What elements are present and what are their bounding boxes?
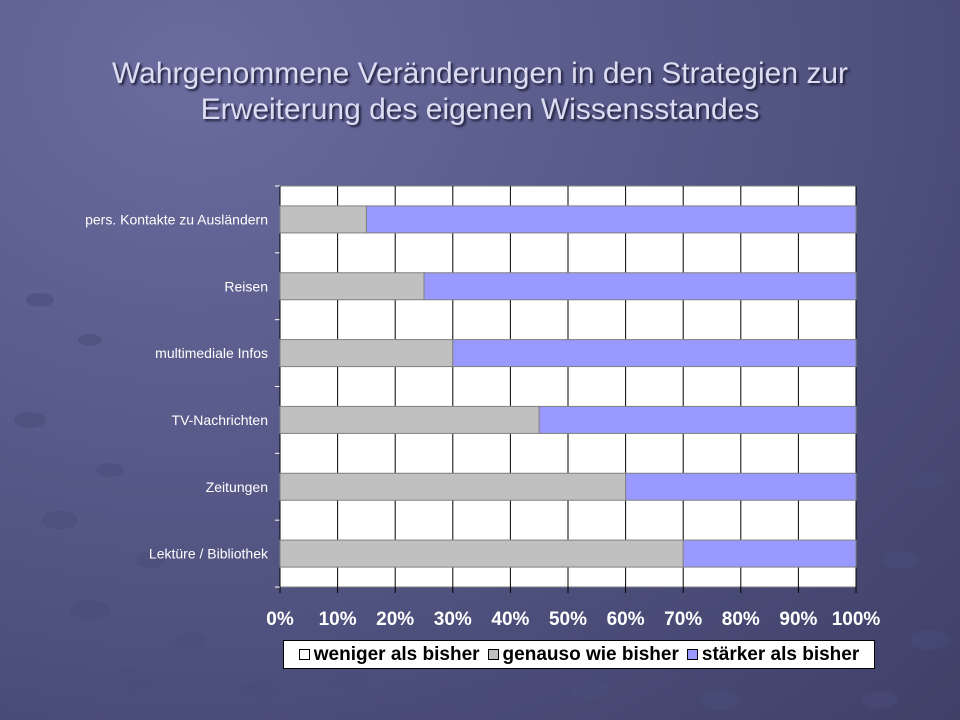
slide-title: Wahrgenommene Veränderungen in den Strat… — [111, 57, 849, 126]
legend-label-staerker: stärker als bisher — [701, 643, 860, 665]
bar-segment — [625, 472, 857, 501]
y-category-label: multimediale Infos — [155, 345, 268, 361]
x-tick-label: 90% — [779, 609, 817, 630]
legend-label-genauso: genauso wie bisher — [502, 643, 679, 665]
bar-segment — [682, 539, 857, 568]
bar-segment — [279, 205, 367, 234]
x-tick-label: 10% — [319, 609, 357, 630]
bar-segment — [365, 205, 857, 234]
legend-label-weniger: weniger als bisher — [313, 643, 480, 665]
x-tick-label: 50% — [549, 609, 587, 630]
y-category-label: pers. Kontakte zu Ausländern — [85, 211, 268, 227]
x-tick-label: 80% — [722, 609, 760, 630]
y-category-label: Reisen — [224, 278, 268, 294]
x-tick-label: 20% — [376, 609, 414, 630]
bar-segment — [423, 272, 857, 301]
x-tick-label: 100% — [832, 609, 881, 630]
y-category-label: TV-Nachrichten — [172, 412, 268, 428]
bar-segment — [452, 339, 857, 368]
x-tick-label: 30% — [434, 609, 472, 630]
bar-segment — [279, 539, 684, 568]
y-category-label: Lektüre / Bibliothek — [149, 546, 269, 562]
legend-swatch-staerker — [686, 649, 698, 660]
bar-segment — [279, 339, 454, 368]
x-tick-label: 40% — [491, 609, 529, 630]
bar-segment — [538, 405, 857, 434]
legend-item-staerker: stärker als bisher — [686, 643, 860, 666]
legend-swatch-genauso — [487, 649, 499, 660]
x-tick-label: 0% — [266, 609, 294, 630]
x-tick-label: 70% — [664, 609, 702, 630]
x-tick-label: 60% — [607, 609, 645, 630]
y-category-label: Zeitungen — [206, 479, 268, 495]
legend-item-weniger: weniger als bisher — [298, 643, 480, 666]
legend-item-genauso: genauso wie bisher — [487, 643, 679, 666]
chart-legend: weniger als bisher genauso wie bisher st… — [283, 640, 875, 669]
legend-swatch-weniger — [298, 649, 310, 660]
bar-segment — [279, 472, 627, 501]
bar-segment — [279, 272, 425, 301]
bar-segment — [279, 405, 540, 434]
